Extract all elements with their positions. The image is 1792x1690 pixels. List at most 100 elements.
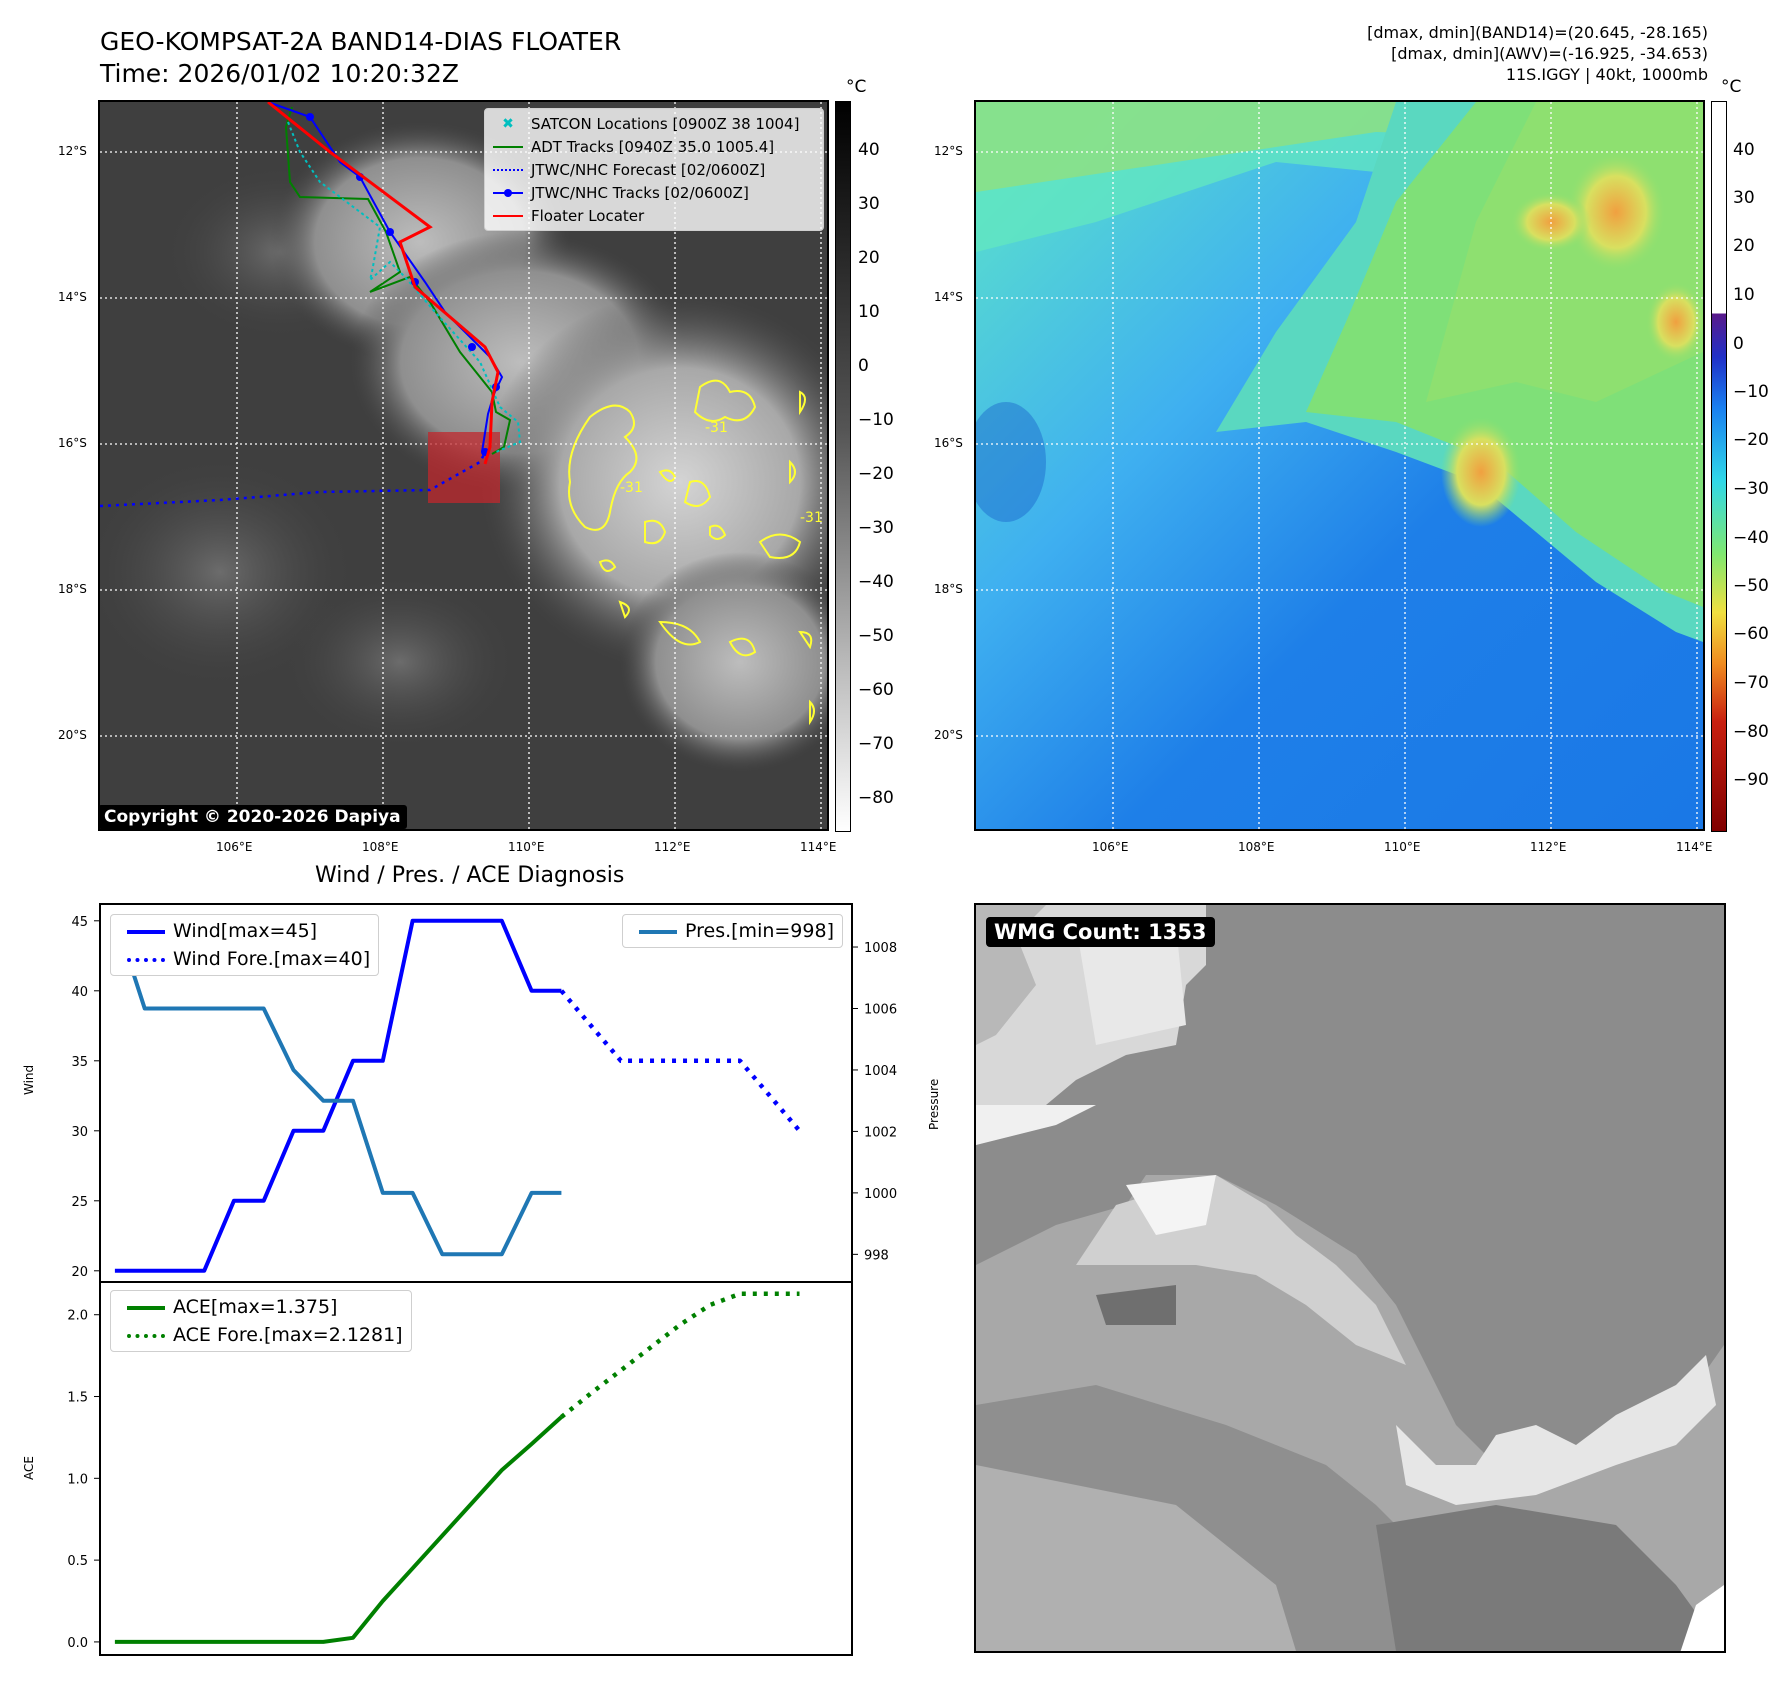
- contour-label-1: -31: [705, 420, 728, 436]
- wmg-image: [976, 905, 1724, 1651]
- awv-lon-label: 106°E: [1092, 840, 1129, 854]
- ace-axis-label: ACE: [22, 1456, 36, 1480]
- wmg-panel: [974, 903, 1726, 1653]
- diagnosis-chart-title: Wind / Pres. / ACE Diagnosis: [315, 863, 625, 888]
- ir-colorbar-unit: °C: [846, 77, 867, 97]
- dotted-line-icon: [493, 164, 523, 176]
- legend-item-floater: Floater Locater: [485, 204, 823, 227]
- ace-chart: 0.0 0.5 1.0 1.5 2.0: [67, 1281, 853, 1656]
- legend-label-wind: Wind[max=45]: [173, 920, 318, 942]
- y-tick-label: 20: [71, 1265, 88, 1280]
- legend-item-satcon: ✖ SATCON Locations [0900Z 38 1004]: [485, 112, 823, 135]
- awv-cbar-tick: −20: [1733, 430, 1769, 450]
- ir-map-legend: ✖ SATCON Locations [0900Z 38 1004] ADT T…: [484, 108, 824, 231]
- y-tick-label: 1.5: [67, 1391, 88, 1406]
- legend-item-adt: ADT Tracks [0940Z 35.0 1005.4]: [485, 135, 823, 158]
- awv-cbar-tick: 10: [1733, 285, 1755, 305]
- series-line: [559, 1291, 800, 1419]
- awv-lat-label: 14°S: [934, 290, 963, 304]
- series-line: [114, 1415, 563, 1644]
- info-storm: 11S.IGGY | 40kt, 1000mb: [1505, 65, 1708, 84]
- contour-label-3: -31: [800, 510, 823, 526]
- ir-lat-label: 18°S: [58, 582, 87, 596]
- line-dot-icon: [493, 187, 523, 199]
- awv-cbar-tick: −70: [1733, 673, 1769, 693]
- ir-cbar-tick: 30: [858, 194, 880, 214]
- awv-lon-label: 110°E: [1384, 840, 1421, 854]
- x-marker-icon: ✖: [502, 115, 514, 132]
- ir-lon-label: 108°E: [362, 840, 399, 854]
- awv-lat-label: 16°S: [934, 436, 963, 450]
- pressure-axis-label: Pressure: [927, 1078, 941, 1130]
- awv-cbar-tick: 30: [1733, 188, 1755, 208]
- solid-line-icon: [639, 925, 677, 937]
- awv-colorbar-unit: °C: [1721, 77, 1742, 97]
- awv-cbar-tick: −10: [1733, 382, 1769, 402]
- y-right-tick-label: 1004: [864, 1064, 897, 1079]
- awv-map-panel: [974, 100, 1705, 831]
- awv-cbar-tick: −40: [1733, 528, 1769, 548]
- ir-cbar-tick: 20: [858, 248, 880, 268]
- ir-cbar-tick: −70: [858, 734, 894, 754]
- solid-line-icon: [127, 925, 165, 937]
- wmg-count-badge: WMG Count: 1353: [986, 917, 1215, 947]
- ir-cbar-tick: −40: [858, 572, 894, 592]
- awv-cbar-tick: 20: [1733, 236, 1755, 256]
- awv-cbar-tick: −90: [1733, 770, 1769, 790]
- awv-cbar-tick: −50: [1733, 576, 1769, 596]
- awv-map-image: [976, 102, 1703, 829]
- wind-legend: Wind[max=45] Wind Fore.[max=40]: [110, 914, 380, 976]
- contour-label-2: -31: [620, 480, 643, 496]
- legend-item-pressure: Pres.[min=998]: [631, 917, 834, 945]
- satcon-track: [287, 121, 522, 453]
- ace-chart-frame: [99, 1281, 853, 1656]
- ir-lon-label: 110°E: [508, 840, 545, 854]
- wind-axis-label: Wind: [22, 1064, 36, 1095]
- ir-cbar-tick: −20: [858, 464, 894, 484]
- legend-label-floater: Floater Locater: [531, 206, 645, 225]
- figure-info: [dmax, dmin](BAND14)=(20.645, -28.165) […: [1367, 22, 1708, 85]
- awv-cbar-tick: −60: [1733, 624, 1769, 644]
- ir-cbar-tick: −50: [858, 626, 894, 646]
- awv-cbar-tick: −30: [1733, 479, 1769, 499]
- legend-label-ace-forecast: ACE Fore.[max=2.1281]: [173, 1324, 403, 1346]
- legend-label-wind-forecast: Wind Fore.[max=40]: [173, 948, 371, 970]
- awv-colorbar-ticks: 40 30 20 10 0 −10 −20 −30 −40 −50 −60 −7…: [1733, 140, 1777, 820]
- title-time: Time: 2026/01/02 10:20:32Z: [100, 59, 459, 88]
- y-right-tick-label: 1006: [864, 1002, 897, 1017]
- solid-line-icon: [127, 1301, 165, 1313]
- ir-colorbar: [835, 101, 851, 832]
- ir-map-panel: -31 -31 -31: [98, 100, 829, 831]
- legend-item-jtwc-tracks: JTWC/NHC Tracks [02/0600Z]: [485, 181, 823, 204]
- legend-item-ace-forecast: ACE Fore.[max=2.1281]: [119, 1321, 403, 1349]
- awv-lon-label: 108°E: [1238, 840, 1275, 854]
- awv-lat-label: 20°S: [934, 728, 963, 742]
- awv-lon-label: 114°E: [1676, 840, 1713, 854]
- legend-item-wind: Wind[max=45]: [119, 917, 370, 945]
- y-right-tick-label: 1008: [864, 941, 897, 956]
- adt-track: [284, 106, 512, 455]
- figure-title: GEO-KOMPSAT-2A BAND14-DIAS FLOATER Time:…: [100, 26, 621, 90]
- y-tick-label: 35: [71, 1055, 88, 1070]
- ir-cbar-tick: 10: [858, 302, 880, 322]
- legend-label-satcon: SATCON Locations [0900Z 38 1004]: [531, 114, 800, 133]
- ir-lat-label: 16°S: [58, 436, 87, 450]
- ir-lon-label: 106°E: [216, 840, 253, 854]
- ir-cbar-tick: −60: [858, 680, 894, 700]
- y-tick-label: 0.5: [67, 1554, 88, 1569]
- pressure-legend: Pres.[min=998]: [622, 914, 843, 948]
- solid-line-icon: [493, 210, 523, 222]
- awv-map-gridlines: [976, 102, 1703, 829]
- awv-lon-label: 112°E: [1530, 840, 1567, 854]
- series-line: [112, 915, 562, 1257]
- floater-locater-track: [267, 102, 500, 465]
- awv-cbar-tick: −80: [1733, 722, 1769, 742]
- ir-lon-label: 112°E: [654, 840, 691, 854]
- dotted-line-icon: [127, 1329, 165, 1341]
- ir-cbar-tick: −30: [858, 518, 894, 538]
- y-tick-label: 30: [71, 1125, 88, 1140]
- y-tick-label: 25: [71, 1195, 88, 1210]
- y-tick-label: 45: [71, 915, 88, 930]
- y-right-tick-label: 998: [864, 1248, 889, 1263]
- y-right-tick-label: 1002: [864, 1125, 897, 1140]
